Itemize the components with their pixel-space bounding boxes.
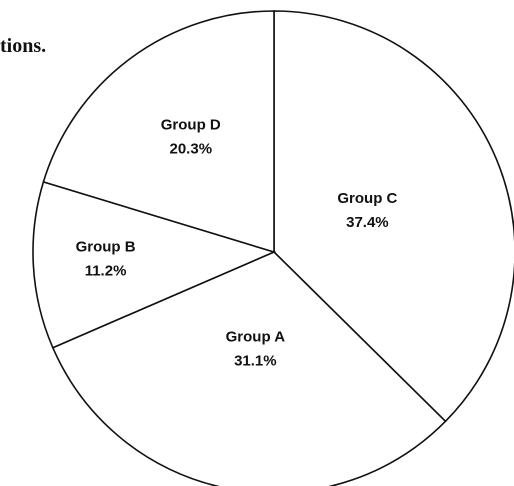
- slice-name: Group A: [226, 328, 286, 345]
- slice-name: Group C: [337, 190, 397, 207]
- slice-value-label: 31.1%: [234, 352, 277, 369]
- pie-slice: [51, 251, 447, 486]
- slice-value-label: 37.4%: [346, 214, 389, 231]
- slice-value-label: 20.3%: [170, 141, 213, 158]
- slice-value-label: 11.2%: [85, 263, 127, 280]
- caption: tions.: [0, 35, 46, 57]
- pie-slice: [42, 10, 275, 254]
- pie-slice: [32, 180, 277, 349]
- pie-slice: [273, 10, 514, 423]
- slice-name: Group D: [161, 117, 221, 134]
- slice-name: Group B: [76, 239, 136, 256]
